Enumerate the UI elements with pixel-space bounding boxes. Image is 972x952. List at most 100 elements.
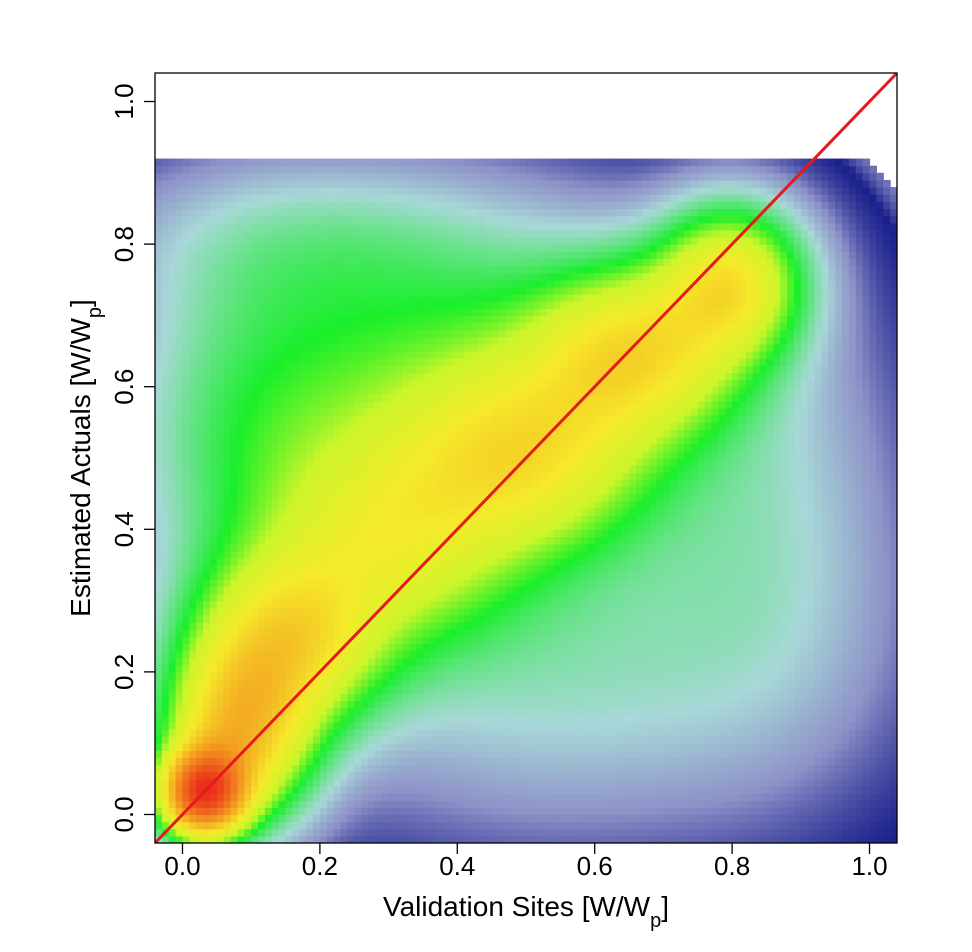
density-cell — [649, 693, 658, 702]
density-cell — [443, 643, 452, 652]
density-cell — [532, 522, 541, 530]
density-cell — [862, 550, 871, 559]
density-cell — [580, 821, 589, 830]
density-cell — [526, 643, 534, 652]
density-cell — [278, 564, 287, 573]
density-cell — [814, 621, 823, 630]
density-cell — [361, 828, 369, 837]
density-cell — [814, 700, 823, 709]
density-cell — [155, 621, 163, 630]
density-cell — [258, 507, 266, 516]
density-cell — [601, 800, 610, 808]
density-cell — [800, 607, 809, 616]
density-cell — [677, 807, 685, 816]
density-cell — [519, 536, 527, 545]
density-cell — [416, 764, 424, 773]
density-cell — [601, 778, 610, 787]
density-cell — [491, 743, 500, 751]
density-cell — [711, 550, 719, 559]
density-cell — [752, 522, 761, 530]
density-cell — [780, 515, 788, 523]
density-cell — [271, 700, 280, 709]
density-cell — [491, 564, 500, 573]
density-cell — [326, 821, 335, 830]
density-cell — [244, 607, 252, 616]
density-cell — [828, 700, 836, 709]
density-cell — [395, 607, 403, 616]
density-cell — [457, 536, 465, 545]
density-cell — [251, 714, 259, 723]
density-cell — [196, 507, 204, 516]
density-cell — [209, 564, 218, 573]
density-cell — [161, 593, 170, 602]
density-cell — [718, 814, 726, 823]
density-cell — [745, 778, 754, 787]
density-cell — [498, 807, 506, 816]
density-cell — [546, 736, 555, 744]
density-cell — [677, 614, 685, 623]
density-cell — [608, 728, 616, 737]
density-cell — [574, 664, 582, 673]
density-cell — [553, 593, 561, 602]
density-cell — [498, 693, 506, 702]
density-cell — [519, 771, 527, 780]
density-cell — [326, 793, 335, 801]
density-cell — [333, 629, 342, 637]
density-cell — [512, 728, 520, 737]
density-cell — [512, 564, 520, 573]
density-cell — [560, 679, 568, 687]
density-cell — [697, 600, 706, 609]
density-cell — [629, 793, 637, 801]
density-cell — [663, 686, 671, 694]
density-cell — [532, 536, 541, 545]
density-cell — [374, 600, 383, 609]
density-cell — [773, 743, 781, 751]
density-cell — [436, 714, 445, 723]
density-cell — [484, 828, 493, 837]
density-cell — [422, 564, 431, 573]
density-cell — [209, 800, 218, 808]
density-cell — [539, 743, 548, 751]
density-cell — [787, 629, 795, 637]
density-cell — [361, 814, 369, 823]
density-cell — [690, 564, 699, 573]
density-cell — [203, 650, 211, 659]
density-cell — [374, 529, 383, 538]
density-cell — [443, 771, 452, 780]
density-cell — [890, 686, 897, 694]
density-cell — [512, 586, 520, 595]
density-cell — [656, 522, 665, 530]
density-cell — [367, 686, 376, 694]
density-cell — [271, 693, 280, 702]
density-cell — [587, 828, 596, 837]
density-cell — [388, 572, 397, 580]
density-cell — [684, 572, 692, 580]
density-cell — [175, 536, 184, 545]
density-cell — [752, 764, 761, 773]
density-cell — [622, 700, 630, 709]
density-cell — [587, 657, 596, 666]
density-cell — [869, 728, 877, 737]
density-cell — [299, 657, 307, 666]
density-cell — [580, 736, 589, 744]
density-cell — [155, 764, 163, 773]
density-cell — [196, 543, 204, 552]
density-cell — [890, 728, 897, 737]
density-cell — [615, 814, 623, 823]
density-cell — [594, 743, 603, 751]
density-cell — [484, 607, 493, 616]
density-cell — [422, 650, 431, 659]
density-cell — [409, 621, 417, 630]
density-cell — [780, 793, 788, 801]
density-cell — [209, 536, 218, 545]
density-cell — [821, 629, 829, 637]
density-cell — [526, 721, 534, 730]
density-cell — [347, 536, 355, 545]
density-cell — [464, 621, 472, 630]
density-cell — [635, 657, 644, 666]
density-cell — [422, 515, 431, 523]
density-cell — [313, 614, 321, 623]
density-cell — [642, 557, 651, 566]
density-cell — [457, 579, 465, 587]
density-cell — [690, 579, 699, 587]
